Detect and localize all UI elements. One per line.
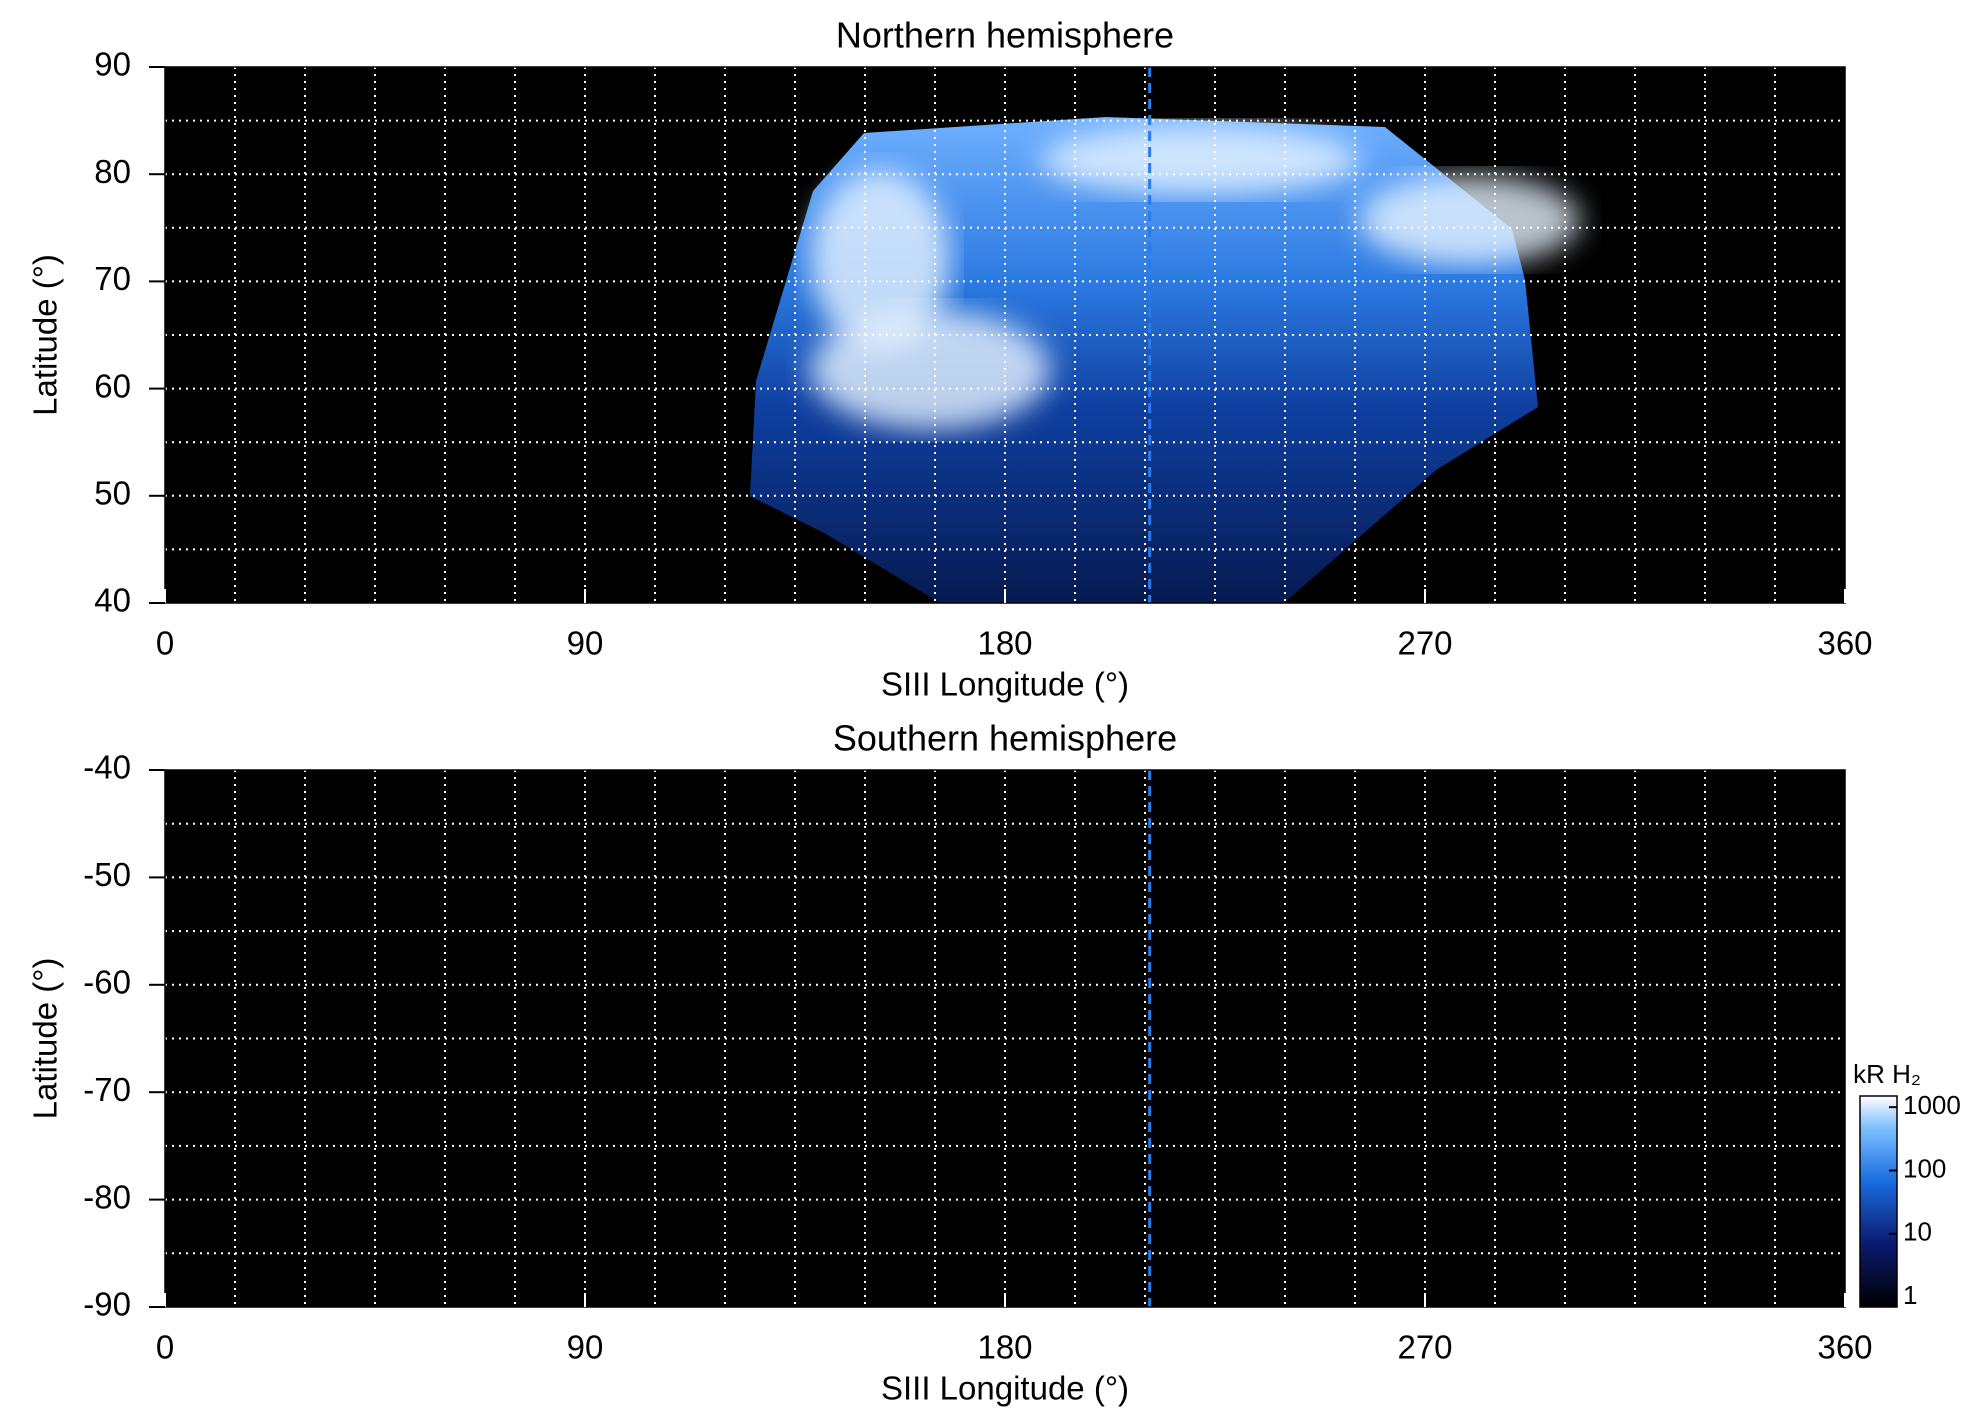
y-tick-label: 90 [94,46,131,83]
y-tick-label: 50 [94,475,131,512]
y-axis-title: Latitude (°) [27,958,64,1120]
y-tick-label: -70 [83,1071,131,1108]
x-tick-label: 270 [1397,1329,1452,1366]
x-axis-title: SIII Longitude (°) [881,666,1129,703]
colorbar-tick-label: 1000 [1903,1090,1961,1120]
colorbar-tick-label: 1 [1903,1280,1917,1310]
x-tick-label: 360 [1817,625,1872,662]
y-tick-label: -80 [83,1178,131,1215]
aurora-bright [1360,175,1580,265]
chart-title: Southern hemisphere [833,718,1177,759]
y-tick-label: 60 [94,367,131,404]
x-axis-title: SIII Longitude (°) [881,1370,1129,1407]
x-tick-label: 180 [977,1329,1032,1366]
panel-north: 0 90 180 270 360 40 50 60 70 80 90 Northern hemisph… [27,15,1873,703]
aurora-bright [810,170,950,350]
x-tick-label: 270 [1397,625,1452,662]
x-tick-label: 0 [156,625,174,662]
x-tick-label: 90 [567,1329,604,1366]
colorbar [1859,1095,1898,1308]
chart-title: Northern hemisphere [836,15,1174,56]
y-tick-label: 70 [94,260,131,297]
y-tick-label: 40 [94,582,131,619]
y-axis-title: Latitude (°) [27,254,64,416]
colorbar-tick-label: 100 [1903,1153,1946,1183]
y-tick-label: -60 [83,964,131,1001]
x-tick-label: 90 [567,625,604,662]
y-tick-label: -40 [83,749,131,786]
y-tick-label: 80 [94,153,131,190]
colorbar-label: kR H₂ [1853,1059,1921,1089]
y-tick-label: -90 [83,1286,131,1323]
x-tick-label: 0 [156,1329,174,1366]
colorbar-tick-label: 10 [1903,1217,1932,1247]
y-tick-label: -50 [83,856,131,893]
x-tick-label: 180 [977,625,1032,662]
panel-south: 0 90 180 270 360 -40 -50 -60 -70 -80 -90 Southern h… [27,718,1961,1407]
aurora-bright [1040,125,1360,195]
x-tick-label: 360 [1817,1329,1872,1366]
